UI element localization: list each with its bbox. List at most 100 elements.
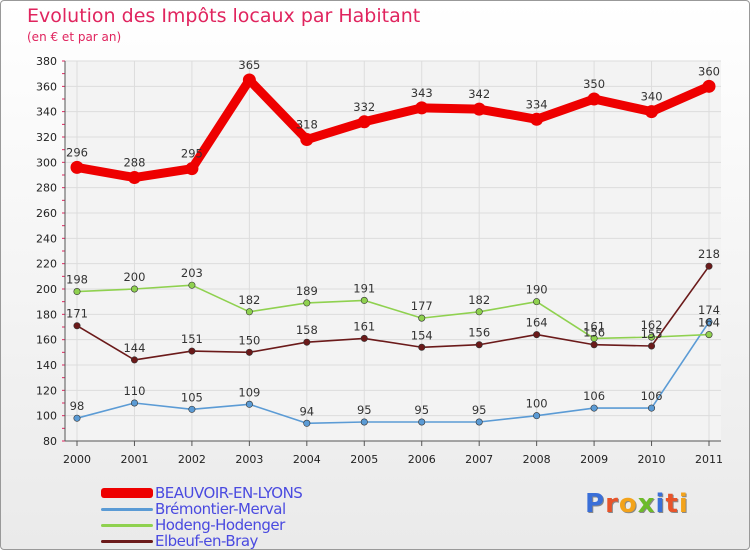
data-label: 161 (353, 319, 375, 333)
data-point (705, 262, 713, 270)
data-point (418, 418, 426, 426)
data-point (475, 341, 483, 349)
data-point (70, 160, 84, 174)
x-tick-label: 2005 (350, 453, 378, 466)
data-label: 177 (411, 299, 433, 313)
data-label: 105 (181, 390, 203, 404)
series-line (72, 75, 714, 183)
data-label: 155 (641, 327, 663, 341)
legend-swatch-elbeuf (101, 540, 153, 543)
legend-label-hodeng: Hodeng-Hodenger (155, 516, 285, 534)
data-label: 151 (181, 332, 203, 346)
data-point (130, 285, 138, 293)
data-label: 156 (583, 326, 605, 340)
data-label: 154 (411, 328, 433, 342)
data-point (73, 288, 81, 296)
logo-letter: t (665, 489, 679, 519)
y-tick-label: 100 (36, 410, 57, 423)
data-label: 343 (411, 86, 433, 100)
legend-swatch-beauvoir (101, 488, 153, 498)
data-point (533, 412, 541, 420)
data-label: 190 (526, 283, 548, 297)
data-label: 203 (181, 266, 203, 280)
data-point (245, 348, 253, 356)
data-point (360, 418, 368, 426)
data-point (533, 331, 541, 339)
data-label: 106 (583, 389, 605, 403)
chart-title: Evolution des Impôts locaux par Habitant (27, 5, 421, 27)
data-point (590, 404, 598, 412)
data-label: 295 (181, 147, 203, 161)
data-point (303, 299, 311, 307)
data-point (73, 322, 81, 330)
data-label: 332 (353, 100, 375, 114)
data-label: 182 (238, 293, 260, 307)
y-tick-label: 140 (36, 359, 57, 372)
y-tick-label: 160 (36, 334, 57, 347)
data-point (188, 405, 196, 413)
plot-area (65, 61, 721, 441)
logo-letter: i (678, 489, 689, 519)
data-point (73, 414, 81, 422)
data-point (418, 343, 426, 351)
x-tick-label: 2011 (695, 453, 723, 466)
data-label: 95 (357, 403, 372, 417)
data-label: 171 (66, 307, 88, 321)
data-point (303, 338, 311, 346)
data-label: 174 (698, 303, 720, 317)
data-point (472, 102, 486, 116)
data-point (648, 404, 656, 412)
data-point (185, 162, 199, 176)
data-label: 98 (70, 399, 85, 413)
logo-letter: P (585, 489, 606, 519)
data-point (475, 418, 483, 426)
y-tick-label: 280 (36, 182, 57, 195)
logo-letter: x (637, 489, 656, 519)
y-tick-label: 120 (36, 384, 57, 397)
series-line (76, 265, 710, 361)
data-point (415, 101, 429, 115)
y-tick-label: 240 (36, 232, 57, 245)
logo-letter: o (618, 489, 638, 519)
data-point (130, 399, 138, 407)
data-label: 95 (472, 403, 487, 417)
data-label: 158 (296, 323, 318, 337)
x-tick-label: 2006 (408, 453, 436, 466)
data-point (300, 133, 314, 147)
data-point (705, 318, 713, 326)
data-point (705, 331, 713, 339)
data-point (648, 342, 656, 350)
logo-letter: r (605, 489, 619, 519)
data-point (360, 334, 368, 342)
legend-label-elbeuf: Elbeuf-en-Bray (155, 532, 258, 550)
data-label: 365 (238, 58, 260, 72)
data-label: 296 (66, 145, 88, 159)
data-point (357, 115, 371, 129)
data-label: 318 (296, 118, 318, 132)
data-label: 110 (123, 384, 145, 398)
data-label: 164 (698, 316, 720, 330)
data-point (188, 281, 196, 289)
data-label: 156 (468, 326, 490, 340)
data-point (702, 79, 716, 93)
x-tick-label: 2008 (523, 453, 551, 466)
series-line (76, 284, 710, 340)
legend-swatch-bremontier (101, 508, 153, 511)
data-label: 198 (66, 273, 88, 287)
legend-label-beauvoir: BEAUVOIR-EN-LYONS (155, 484, 303, 502)
data-point (648, 333, 656, 341)
data-label: 144 (123, 341, 145, 355)
data-point (245, 308, 253, 316)
data-point (360, 296, 368, 304)
x-tick-label: 2009 (580, 453, 608, 466)
data-label: 334 (526, 97, 548, 111)
data-point (127, 171, 141, 185)
data-point (418, 314, 426, 322)
data-label: 106 (641, 389, 663, 403)
data-label: 342 (468, 87, 490, 101)
data-label: 150 (238, 333, 260, 347)
y-tick-label: 380 (36, 55, 57, 68)
y-tick-label: 200 (36, 283, 57, 296)
